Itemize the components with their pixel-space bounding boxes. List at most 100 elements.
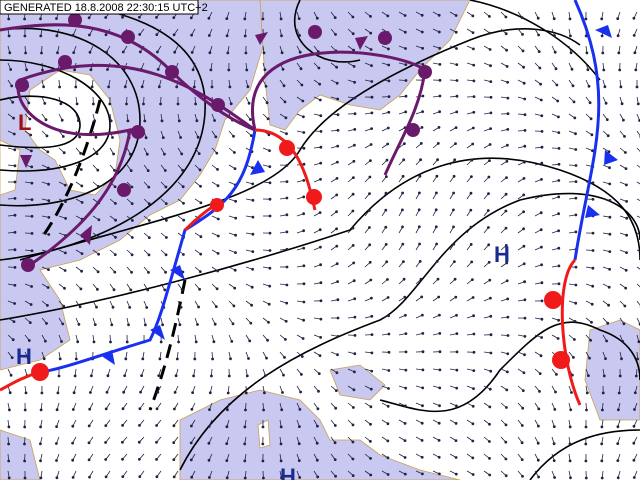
- wind-arrow-head: [368, 159, 372, 163]
- wind-arrow-head: [419, 141, 423, 145]
- wind-arrow-head: [333, 441, 337, 445]
- wind-arrow-head: [574, 180, 578, 184]
- wind-arrow-head: [401, 242, 405, 246]
- pressure-center-label: H: [280, 464, 296, 480]
- wind-arrow-head: [625, 199, 628, 203]
- wind-arrow: [636, 300, 640, 306]
- wind-arrow-head: [198, 168, 202, 172]
- wind-arrow-head: [387, 314, 391, 318]
- wind-arrow-head: [600, 442, 604, 446]
- wind-arrow-head: [146, 288, 150, 292]
- wind-arrow-head: [334, 389, 338, 393]
- wind-arrow-head: [471, 404, 475, 408]
- wind-arrow-head: [616, 442, 620, 446]
- wind-arrow-head: [194, 102, 198, 106]
- wind-arrow-head: [127, 323, 130, 327]
- wind-arrow-head: [505, 388, 509, 392]
- wind-arrow-head: [192, 85, 196, 89]
- wind-arrow-head: [199, 235, 203, 239]
- wind-arrow-head: [472, 314, 476, 318]
- wind-arrow-head: [23, 408, 27, 412]
- wind-arrow-head: [523, 280, 526, 284]
- wind-arrow-head: [30, 181, 34, 185]
- wind-arrow-head: [251, 250, 255, 254]
- wind-arrow-head: [454, 126, 458, 129]
- wind-arrow-head: [570, 391, 573, 394]
- wind-arrow-head: [197, 152, 201, 156]
- wind-arrow-head: [316, 475, 320, 479]
- wind-arrow-head: [488, 422, 491, 426]
- wind-arrow-head: [632, 441, 636, 445]
- wind-arrow-head: [401, 260, 405, 264]
- wind-arrow-head: [73, 374, 77, 378]
- wind-arrow-head: [574, 213, 578, 217]
- wind-arrow-head: [436, 277, 440, 281]
- wind-arrow-head: [92, 340, 96, 344]
- wind-arrow-head: [216, 269, 220, 273]
- wind-arrow-head: [109, 119, 113, 123]
- wind-arrow-head: [164, 270, 168, 274]
- wind-arrow-head: [78, 135, 81, 139]
- wind-arrow-head: [334, 33, 337, 36]
- wind-arrow-head: [334, 474, 338, 478]
- wind-arrow-head: [618, 68, 622, 72]
- wind-arrow-head: [156, 68, 160, 71]
- wind-arrow-head: [540, 245, 543, 249]
- wind-arrow-head: [539, 98, 543, 102]
- wind-arrow-head: [335, 81, 339, 85]
- wind-arrow-head: [352, 388, 356, 392]
- wind-arrow-head: [471, 14, 475, 18]
- wind-arrow-head: [370, 127, 374, 131]
- wind-arrow-head: [268, 249, 272, 252]
- wind-arrow-head: [64, 216, 67, 220]
- wind-arrow-head: [553, 34, 556, 37]
- wind-arrow-head: [351, 423, 355, 427]
- wind-arrow-head: [333, 458, 337, 462]
- wind-arrow-head: [88, 50, 92, 54]
- wind-arrow-head: [353, 333, 357, 337]
- wind-arrow-head: [438, 46, 442, 50]
- wind-arrow-head: [8, 391, 12, 395]
- wind-arrow-head: [333, 16, 337, 20]
- wind-arrow-head: [147, 253, 151, 257]
- wind-arrow-head: [13, 164, 17, 168]
- wind-arrow-head: [144, 136, 148, 140]
- wind-arrow-head: [633, 408, 636, 411]
- wind-arrow-head: [9, 373, 13, 377]
- wind-arrow-head: [437, 421, 441, 425]
- wind-arrow-head: [336, 353, 339, 357]
- wind-arrow-head: [147, 185, 151, 189]
- wind-arrow-head: [421, 63, 425, 66]
- wind-arrow-head: [191, 391, 195, 395]
- wind-arrow-head: [624, 151, 627, 154]
- wind-arrow-head: [212, 340, 216, 344]
- wind-arrow-head: [173, 390, 177, 394]
- wind-arrow-head: [571, 84, 575, 88]
- wind-arrow-head: [504, 226, 508, 230]
- wind-arrow-head: [404, 47, 407, 50]
- wind-arrow-head: [319, 281, 323, 285]
- wind-arrow-head: [71, 475, 75, 479]
- wind-arrow-head: [267, 133, 271, 137]
- wind-arrow-head: [89, 68, 93, 72]
- wind-arrow-head: [469, 191, 473, 195]
- wind-arrow-head: [370, 80, 374, 83]
- wind-arrow-head: [225, 425, 229, 429]
- generated-stamp: GENERATED 18.8.2008 22:30:15 UTC+2: [4, 2, 208, 14]
- wind-arrow-head: [138, 407, 142, 411]
- wind-arrow-head: [404, 332, 408, 336]
- wind-arrow-head: [265, 101, 269, 105]
- wind-arrow-head: [521, 49, 525, 53]
- wind-arrow-head: [232, 134, 235, 138]
- wind-arrow-head: [138, 423, 141, 427]
- wind-arrow-head: [93, 323, 97, 327]
- wind-arrow-head: [43, 102, 47, 105]
- wind-arrow-head: [454, 14, 458, 17]
- wind-arrow-head: [368, 439, 372, 443]
- wind-arrow-head: [622, 322, 626, 326]
- wind-arrow-head: [55, 34, 59, 38]
- wind-arrow-head: [122, 390, 126, 394]
- wind-arrow-head: [488, 48, 492, 51]
- wind-arrow-head: [197, 305, 201, 309]
- wind-arrow-head: [138, 50, 142, 54]
